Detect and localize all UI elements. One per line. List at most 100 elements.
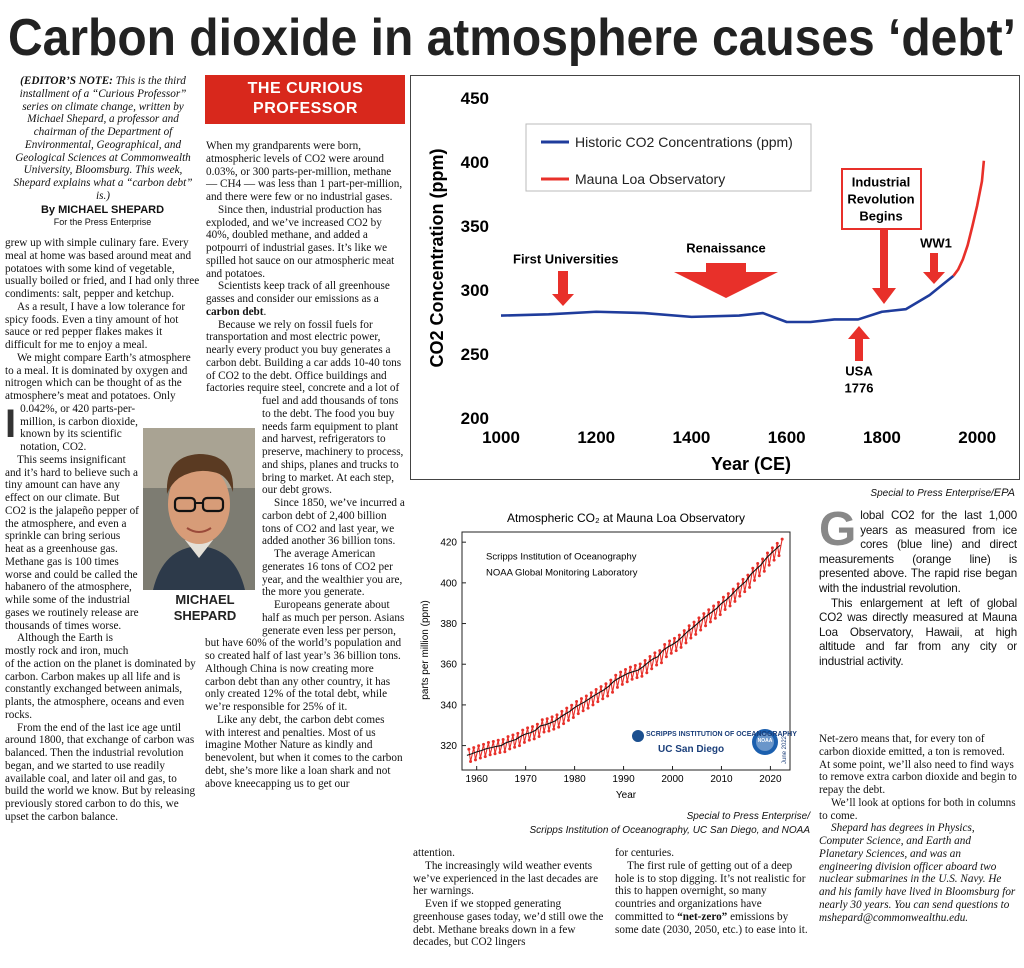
paragraph: lobal CO2 for the last 1,000 years as me…: [819, 509, 1017, 595]
x-tick-label: 1970: [515, 774, 538, 785]
annotation: Scripps Institution of Oceanography: [486, 551, 637, 562]
y-axis-label: parts per million (ppm): [420, 600, 431, 699]
annotation: WW1: [920, 236, 952, 251]
text-run: emissions by some date (2030, 2050, etc.…: [615, 910, 808, 936]
series-line: [500, 274, 955, 324]
annotation: First Universities: [513, 252, 619, 267]
byline-sub: For the Press Enterprise: [53, 217, 152, 228]
column-6: Net-zero means that, for every ton of ca…: [819, 733, 1017, 963]
paragraph: Europeans generate about half as much pe…: [205, 599, 405, 713]
column-1: (EDITOR’S NOTE: This is the third instal…: [5, 75, 201, 962]
x-tick-label: 1000: [482, 428, 520, 447]
logo-text: UC San Diego: [658, 744, 724, 755]
chart-2-credit: Special to Press Enterprise/Scripps Inst…: [410, 810, 810, 838]
byline: By MICHAEL SHEPARD: [40, 203, 165, 216]
chart-1: 200 250 300 350 400 450 1000 1200 1400 1600 1800 20…: [427, 89, 996, 474]
logo-text: SCRIPPS INSTITUTION OF OCEANOGRAPHY: [646, 731, 797, 738]
credit-text: Scripps Institution of Oceanography, UC …: [529, 825, 810, 836]
legend-label: Mauna Loa Observatory: [575, 171, 725, 187]
plot-frame: [461, 531, 791, 771]
chart-title: Atmospheric CO₂ at Mauna Loa Observatory: [507, 511, 745, 525]
annotation: Industrial: [852, 175, 911, 190]
headline: Carbon dioxide in atmosphere causes ‘deb…: [8, 9, 1016, 67]
x-tick-label: 1400: [673, 428, 711, 447]
paragraph: The first rule of getting out of a deep …: [615, 860, 810, 937]
x-tick-label: 1800: [863, 428, 901, 447]
paragraph: The increasingly wild weather events we’…: [413, 859, 599, 898]
x-tick-label: 1960: [466, 774, 489, 785]
bio: Shepard has degrees in Physics, Computer…: [819, 822, 1016, 924]
paragraphs: When my grandparents were born, atmosphe…: [205, 140, 405, 790]
paragraph: Since 1850, we’ve incurred a carbon debt…: [262, 497, 405, 548]
y-tick-label: 360: [440, 660, 457, 671]
column-4: for centuries. The first rule of getting …: [615, 847, 810, 963]
editor-note: (EDITOR’S NOTE: This is the third instal…: [5, 75, 201, 203]
chart-2: Atmospheric CO₂ at Mauna Loa Observatory…: [420, 511, 797, 801]
credit-text: Special to Press Enterprise/: [686, 811, 810, 822]
paragraph: Although the Earth is mostly rock and ir…: [5, 632, 196, 721]
arrows: [552, 229, 945, 361]
chart-1-credit: Special to Press Enterprise/EPA: [410, 486, 1015, 501]
legend-label: Historic CO2 Concentrations (ppm): [575, 134, 793, 150]
logo-text: June 2022: [782, 735, 788, 764]
paragraph: From the end of the last ice age until a…: [5, 721, 196, 823]
annotation-box: [841, 168, 922, 230]
editor-note-lead: (EDITOR’S NOTE:: [20, 75, 113, 87]
annotation: USA: [845, 364, 873, 379]
x-tick-label: 1990: [612, 774, 635, 785]
annotation: Begins: [859, 209, 902, 224]
x-tick-label: 1600: [768, 428, 806, 447]
section-header-line: PROFESSOR: [253, 100, 358, 117]
column-5: G lobal CO2 for the last 1,000 years as …: [819, 509, 1017, 684]
y-tick-label: 450: [461, 89, 489, 108]
y-tick-label: 420: [440, 538, 457, 549]
bold-text: carbon debt: [206, 305, 264, 318]
y-tick-label: 400: [461, 153, 489, 172]
annotation: 1776: [845, 381, 874, 396]
chart-1-frame: 200 250 300 350 400 450 1000 1200 1400 1600 1800 20…: [410, 75, 1020, 480]
series-line: [466, 544, 781, 756]
text-run: The first rule of getting out of a deep …: [615, 859, 806, 923]
y-tick-label: 400: [440, 578, 457, 589]
y-tick-label: 340: [440, 700, 457, 711]
x-tick-label: 2000: [958, 428, 996, 447]
x-tick-label: 1200: [577, 428, 615, 447]
logo-text: NOAA: [758, 738, 773, 744]
author-name-line: SHEPARD: [173, 608, 237, 623]
legend-box: [525, 123, 812, 192]
paragraphs: lobal CO2 for the last 1,000 years as me…: [819, 509, 1017, 670]
annotation: Renaissance: [686, 241, 766, 256]
paragraph: for centuries.: [615, 847, 675, 859]
x-tick-label: 2010: [710, 774, 733, 785]
column-2: THE CURIOUS PROFESSOR When my grandparent…: [205, 75, 405, 962]
y-tick-label: 300: [461, 281, 489, 300]
paragraph: Since then, industrial production has ex…: [206, 203, 395, 280]
column-3: attention. The increasingly wild weather …: [413, 847, 608, 963]
paragraph: We’ll look at options for both in column…: [819, 796, 1016, 822]
paragraph: Scientists keep track of all greenhouse …: [205, 280, 405, 318]
credit-text: EPA: [993, 487, 1015, 499]
paragraph: Net-zero means that, for every ton of ca…: [819, 733, 1017, 796]
drop-cap: G: [819, 509, 857, 556]
x-axis-label: Year: [616, 790, 637, 801]
x-tick-label: 1980: [563, 774, 586, 785]
x-tick-label: 2020: [759, 774, 782, 785]
y-tick-label: 200: [461, 409, 489, 428]
paragraph: grew up with simple culinary fare. Every…: [5, 237, 200, 300]
scripps-logo: [632, 730, 644, 742]
series-line: [952, 160, 986, 277]
paragraphs: for centuries. The first rule of getting …: [615, 847, 810, 936]
credit-text: Special to Press Enterprise/: [870, 488, 994, 499]
paragraph: Like any debt, the carbon debt comes wit…: [205, 713, 403, 790]
drop-cap: I: [5, 402, 17, 446]
paragraph: Even if we stopped generating greenhouse…: [413, 898, 604, 949]
series-line: [467, 537, 784, 763]
x-tick-label: 2000: [661, 774, 684, 785]
y-tick-label: 320: [440, 741, 457, 752]
paragraph: The average American generates 16 tons o…: [262, 548, 403, 599]
y-tick-label: 380: [440, 619, 457, 630]
editor-note-text: This is the third installment of a “Curi…: [13, 75, 193, 202]
y-tick-label: 350: [461, 217, 489, 236]
paragraph: As a result, I have a low tolerance for …: [5, 300, 186, 351]
